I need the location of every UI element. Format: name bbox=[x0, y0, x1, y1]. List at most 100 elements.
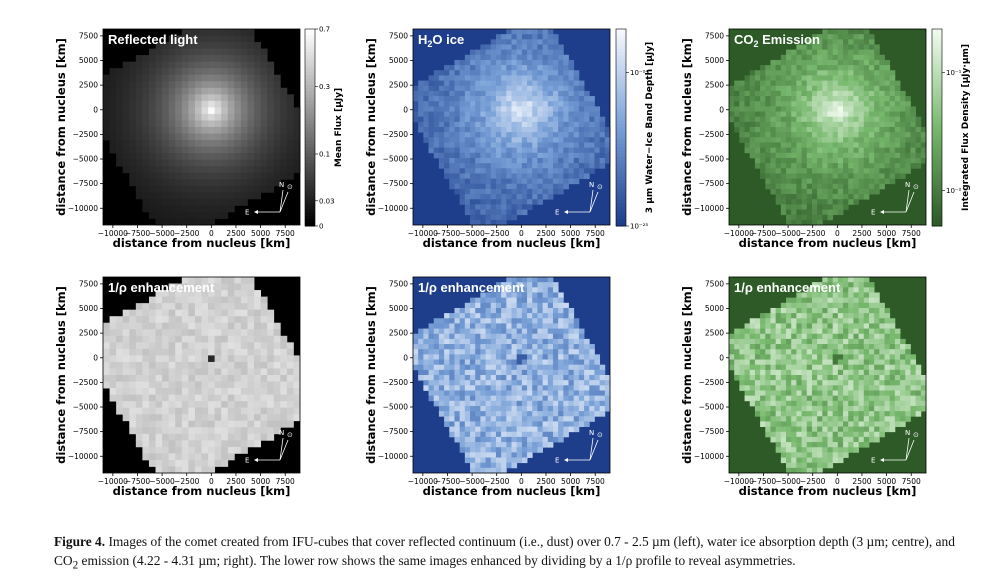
caption-label: Figure 4. bbox=[54, 534, 106, 549]
y-tick-label: 7500 bbox=[705, 279, 724, 288]
colorbar-tick-label: 0.03 bbox=[319, 197, 335, 205]
y-tick-label: 5000 bbox=[79, 304, 98, 313]
x-axis: −10000−7500 −5000 −2500 0 2500 5000 7500 bbox=[98, 473, 295, 486]
image-pixels bbox=[103, 277, 301, 474]
x-tick-label: −5000 bbox=[149, 229, 175, 238]
x-tick-label: 7500 bbox=[276, 229, 295, 238]
x-tick-label: −5000 bbox=[775, 477, 801, 486]
image-pixels bbox=[729, 29, 927, 226]
y-tick-label: −2500 bbox=[383, 378, 409, 387]
x-tick-label: 2500 bbox=[536, 229, 555, 238]
y-tick-label: −5000 bbox=[699, 403, 725, 412]
y-tick-label: −2500 bbox=[73, 378, 99, 387]
compass: N ⊙ E bbox=[871, 181, 919, 217]
x-tick-label: 2500 bbox=[536, 477, 555, 486]
panel-frame bbox=[728, 28, 927, 226]
y-tick-label: 2500 bbox=[705, 329, 724, 338]
y-tick-label: 5000 bbox=[389, 304, 408, 313]
panel-title: 1/ρ enhancement bbox=[108, 280, 215, 295]
compass: N ⊙ E bbox=[555, 429, 603, 465]
panel-refl_enh: 1/ρ enhancement7500500025000−2500−5000−7… bbox=[54, 276, 301, 498]
y-tick-label: 5000 bbox=[705, 56, 724, 65]
y-tick-label: 7500 bbox=[705, 31, 724, 40]
y-tick-label: 2500 bbox=[705, 81, 724, 90]
panel-frame bbox=[102, 276, 301, 474]
compass-east: E bbox=[245, 209, 249, 217]
y-tick-label: −2500 bbox=[699, 378, 725, 387]
caption-text-2: emission (4.22 - 4.31 µm; right). The lo… bbox=[78, 553, 796, 568]
panel-title: CO2 Emission bbox=[734, 32, 820, 49]
x-tick-label: −10000 bbox=[98, 477, 128, 486]
y-tick-label: 0 bbox=[93, 105, 98, 114]
y-axis-label: distance from nucleus [km] bbox=[364, 286, 378, 464]
compass: N ⊙ E bbox=[245, 429, 293, 465]
y-tick-label: −10000 bbox=[68, 204, 98, 213]
colorbar-tick-label: 0.3 bbox=[319, 83, 330, 91]
y-tick-label: 0 bbox=[403, 353, 408, 362]
colorbar-tick-label: 0 bbox=[319, 223, 323, 231]
y-tick-label: 0 bbox=[719, 353, 724, 362]
x-tick-label: −2500 bbox=[800, 229, 826, 238]
y-tick-label: −5000 bbox=[73, 403, 99, 412]
y-tick-label: −7500 bbox=[383, 427, 409, 436]
compass-sun: ⊙ bbox=[287, 431, 293, 439]
x-tick-label: 7500 bbox=[902, 229, 921, 238]
x-tick-label: 0 bbox=[519, 229, 524, 238]
panel-title: 1/ρ enhancement bbox=[734, 280, 841, 295]
colorbar-tick-label: 10⁻²⁴ bbox=[630, 69, 648, 77]
panel-h2o: H2O ice7500500025000−2500−5000−7500−1000… bbox=[364, 28, 655, 250]
y-tick-label: −7500 bbox=[73, 179, 99, 188]
x-tick-label: 7500 bbox=[902, 477, 921, 486]
x-tick-label: 2500 bbox=[226, 229, 245, 238]
panel-frame bbox=[728, 276, 927, 474]
compass: N ⊙ E bbox=[871, 429, 919, 465]
x-tick-label: 5000 bbox=[251, 477, 270, 486]
x-tick-label: −10000 bbox=[98, 229, 128, 238]
x-axis-label: distance from nucleus [km] bbox=[423, 236, 601, 250]
compass-sun: ⊙ bbox=[287, 183, 293, 191]
x-axis-label: distance from nucleus [km] bbox=[423, 484, 601, 498]
y-tick-label: −7500 bbox=[73, 427, 99, 436]
x-axis-label: distance from nucleus [km] bbox=[739, 484, 917, 498]
x-tick-label: 0 bbox=[519, 477, 524, 486]
colorbar-tick-label: 0.1 bbox=[319, 150, 330, 158]
y-tick-label: −2500 bbox=[699, 130, 725, 139]
colorbar: 10⁻¹ 10⁻² Integrated Flux Density [µJy·µm] bbox=[931, 28, 971, 227]
y-tick-label: −2500 bbox=[73, 130, 99, 139]
y-tick-label: 5000 bbox=[705, 304, 724, 313]
x-tick-label: 5000 bbox=[877, 477, 896, 486]
compass-sun: ⊙ bbox=[913, 183, 919, 191]
y-axis-label: distance from nucleus [km] bbox=[54, 286, 68, 464]
y-tick-label: −10000 bbox=[694, 452, 724, 461]
x-tick-label: −2500 bbox=[800, 477, 826, 486]
x-tick-label: −7500 bbox=[435, 229, 461, 238]
y-tick-label: −10000 bbox=[378, 204, 408, 213]
panel-title: 1/ρ enhancement bbox=[418, 280, 525, 295]
y-tick-label: −5000 bbox=[383, 403, 409, 412]
y-tick-label: 2500 bbox=[389, 329, 408, 338]
y-tick-label: 5000 bbox=[79, 56, 98, 65]
y-axis-label: distance from nucleus [km] bbox=[364, 38, 378, 216]
compass-east: E bbox=[245, 457, 249, 465]
x-tick-label: 2500 bbox=[852, 477, 871, 486]
y-tick-label: 0 bbox=[719, 105, 724, 114]
panel-title: Reflected light bbox=[108, 32, 198, 47]
panel-frame bbox=[412, 276, 611, 474]
y-tick-label: −5000 bbox=[699, 155, 725, 164]
x-tick-label: −10000 bbox=[408, 229, 438, 238]
panel-co2: CO2 Emission 7500 5000 2500 0 −2500 −5000 −7500… bbox=[680, 28, 971, 250]
y-tick-label: −10000 bbox=[694, 204, 724, 213]
compass-north: N bbox=[279, 429, 284, 437]
y-tick-label: −2500 bbox=[383, 130, 409, 139]
y-tick-label: 0 bbox=[93, 353, 98, 362]
x-tick-label: −7500 bbox=[751, 229, 777, 238]
compass-north: N bbox=[279, 181, 284, 189]
compass-sun: ⊙ bbox=[597, 431, 603, 439]
compass-east: E bbox=[871, 457, 875, 465]
y-tick-label: −10000 bbox=[378, 452, 408, 461]
y-axis-label: distance from nucleus [km] bbox=[54, 38, 68, 216]
x-tick-label: −10000 bbox=[408, 477, 438, 486]
x-tick-label: 5000 bbox=[561, 477, 580, 486]
x-tick-label: 0 bbox=[835, 229, 840, 238]
colorbar-tick-label: 10⁻¹ bbox=[946, 69, 962, 77]
